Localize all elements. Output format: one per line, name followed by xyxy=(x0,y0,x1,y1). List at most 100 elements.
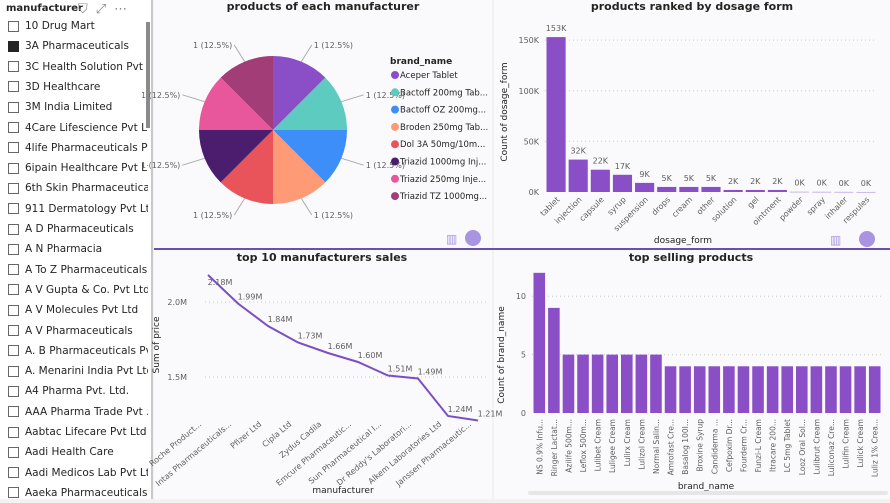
slicer-item[interactable]: 3A Pharmaceuticals xyxy=(8,36,148,56)
slicer-item-label: A D Pharmaceuticals xyxy=(25,223,134,235)
slicer-item-label: 10 Drug Mart xyxy=(25,20,95,32)
bar xyxy=(679,366,691,413)
checkbox[interactable] xyxy=(8,325,19,336)
data-label: 5K xyxy=(662,174,673,183)
bar xyxy=(693,366,706,413)
x-tick-label: Funzi-L Cream xyxy=(754,419,763,472)
checkbox[interactable] xyxy=(8,162,19,174)
legend-marker xyxy=(391,88,399,97)
slicer-item[interactable]: Aaeka Pharmaceuticals xyxy=(8,483,148,503)
slicer-item[interactable]: 3C Health Solution Pvt ... xyxy=(8,57,148,77)
slicer-item[interactable]: 3M India Limited xyxy=(8,97,148,117)
slicer-item[interactable]: A. B Pharmaceuticals Pv... xyxy=(8,341,148,361)
checkbox[interactable] xyxy=(8,446,19,458)
legend-marker xyxy=(391,157,399,166)
data-label: 1.66M xyxy=(328,342,353,351)
checkbox[interactable] xyxy=(8,122,19,133)
slicer-item[interactable]: 4Care Lifescience Pvt Ltd xyxy=(8,118,148,138)
slicer-item[interactable]: Aadi Health Care xyxy=(8,442,148,462)
y-tick-label: 2.0M xyxy=(167,298,187,307)
checkbox[interactable] xyxy=(8,467,19,479)
y-tick-label: 50K xyxy=(524,137,540,146)
slicer-item[interactable]: A. Menarini India Pvt Ltd xyxy=(8,361,148,381)
data-label: 2.18M xyxy=(208,278,233,287)
y-axis-title: Sum of price xyxy=(152,316,162,373)
checkbox[interactable] xyxy=(8,223,19,235)
x-tick-label: Looz Oral Sol... xyxy=(798,419,807,475)
data-label: 1.60M xyxy=(358,351,383,360)
slicer-item[interactable]: Aadi Medicos Lab Pvt Ltd xyxy=(8,463,148,483)
slicer-item-label: 911 Dermatology Pvt Ltd xyxy=(25,202,148,215)
checkbox[interactable] xyxy=(8,345,19,357)
pie-slice xyxy=(220,130,273,204)
slicer-item-label: 3D Healthcare xyxy=(25,80,101,93)
checkbox[interactable] xyxy=(8,487,19,499)
filter-icon[interactable]: ⛉ xyxy=(78,2,96,17)
x-tick-label: Ringer Lactat... xyxy=(550,419,559,476)
data-label: 17K xyxy=(615,162,631,171)
checkbox[interactable] xyxy=(8,81,19,93)
x-tick-label: Normal Salin... xyxy=(652,419,661,474)
x-tick-label: Lulibrut Cream xyxy=(812,419,821,475)
slicer-item[interactable]: A D Pharmaceuticals xyxy=(8,219,148,239)
slicer-scrollbar[interactable] xyxy=(146,22,150,128)
slicer-item[interactable]: A4 Pharma Pvt. Ltd. xyxy=(8,381,148,401)
checkbox[interactable] xyxy=(8,101,19,113)
slicer-item[interactable]: A To Z Pharmaceuticals ... xyxy=(8,260,148,280)
checkbox[interactable] xyxy=(8,40,19,52)
sales-panel xyxy=(154,250,492,499)
slicer-item[interactable]: 6th Skin Pharmaceutical... xyxy=(8,178,148,198)
x-tick-label: Amrofast Cre... xyxy=(667,419,676,475)
bar xyxy=(868,366,881,413)
slicer-item-label: 3C Health Solution Pvt ... xyxy=(25,60,148,73)
data-label: 5K xyxy=(684,174,695,183)
slicer-item[interactable]: A V Pharmaceuticals xyxy=(8,321,148,341)
legend-marker xyxy=(391,122,399,131)
checkbox[interactable] xyxy=(8,20,19,32)
checkbox[interactable] xyxy=(8,284,19,296)
slicer-item[interactable]: A V Molecules Pvt Ltd xyxy=(8,300,148,320)
bar xyxy=(708,366,721,413)
slicer-item[interactable]: 3D Healthcare xyxy=(8,77,148,97)
checkbox[interactable] xyxy=(8,264,19,276)
slicer-item[interactable]: 10 Drug Mart xyxy=(8,16,148,36)
data-label: 1.99M xyxy=(238,293,263,302)
bar xyxy=(635,182,655,192)
slicer-title: manufacturer xyxy=(6,3,83,14)
data-label: 1 (12.5%) xyxy=(314,211,353,220)
checkbox[interactable] xyxy=(8,142,19,154)
checkbox[interactable] xyxy=(8,426,19,438)
slicer-item[interactable]: 4life Pharmaceuticals Pv... xyxy=(8,138,148,158)
slicer-item[interactable]: Aabtac Lifecare Pvt Ltd xyxy=(8,422,148,442)
more-options-icon[interactable]: ⋯ xyxy=(114,2,136,17)
checkbox[interactable] xyxy=(8,203,19,215)
bar xyxy=(568,159,588,192)
bar xyxy=(548,307,560,413)
horizontal-scrollbar[interactable] xyxy=(528,491,888,495)
x-tick-label: Lulirx Cream xyxy=(623,419,632,466)
data-label: 1 (12.5%) xyxy=(193,211,232,220)
checkbox[interactable] xyxy=(8,385,19,397)
slicer-item[interactable]: AAA Pharma Trade Pvt ... xyxy=(8,402,148,422)
slicer-item[interactable]: 6ipain Healthcare Pvt Ltd xyxy=(8,158,148,178)
sales-line xyxy=(207,274,479,422)
legend-item: Dol 3A 50mg/10m... xyxy=(400,140,485,150)
checkbox[interactable] xyxy=(8,182,19,194)
chart-title: products ranked by dosage form xyxy=(591,0,793,13)
focus-mode-icon[interactable]: ⤢ xyxy=(95,2,115,17)
checkbox[interactable] xyxy=(8,365,19,377)
data-label: 1.84M xyxy=(268,315,293,324)
slicer-item-label: 4life Pharmaceuticals Pv... xyxy=(25,141,148,154)
slicer-item-label: A4 Pharma Pvt. Ltd. xyxy=(25,385,130,398)
legend-item: Triazid TZ 1000mg... xyxy=(399,192,487,202)
slicer-item[interactable]: 911 Dermatology Pvt Ltd xyxy=(8,199,148,219)
checkbox[interactable] xyxy=(8,243,19,255)
checkbox[interactable] xyxy=(8,304,19,316)
slicer-item-label: Aadi Health Care xyxy=(25,446,114,459)
checkbox[interactable] xyxy=(8,61,19,73)
slicer-item[interactable]: A V Gupta & Co. Pvt Ltd xyxy=(8,280,148,300)
data-label: 1.49M xyxy=(418,368,443,377)
bar xyxy=(606,354,618,413)
checkbox[interactable] xyxy=(8,406,19,418)
slicer-item[interactable]: A N Pharmacia xyxy=(8,239,148,259)
